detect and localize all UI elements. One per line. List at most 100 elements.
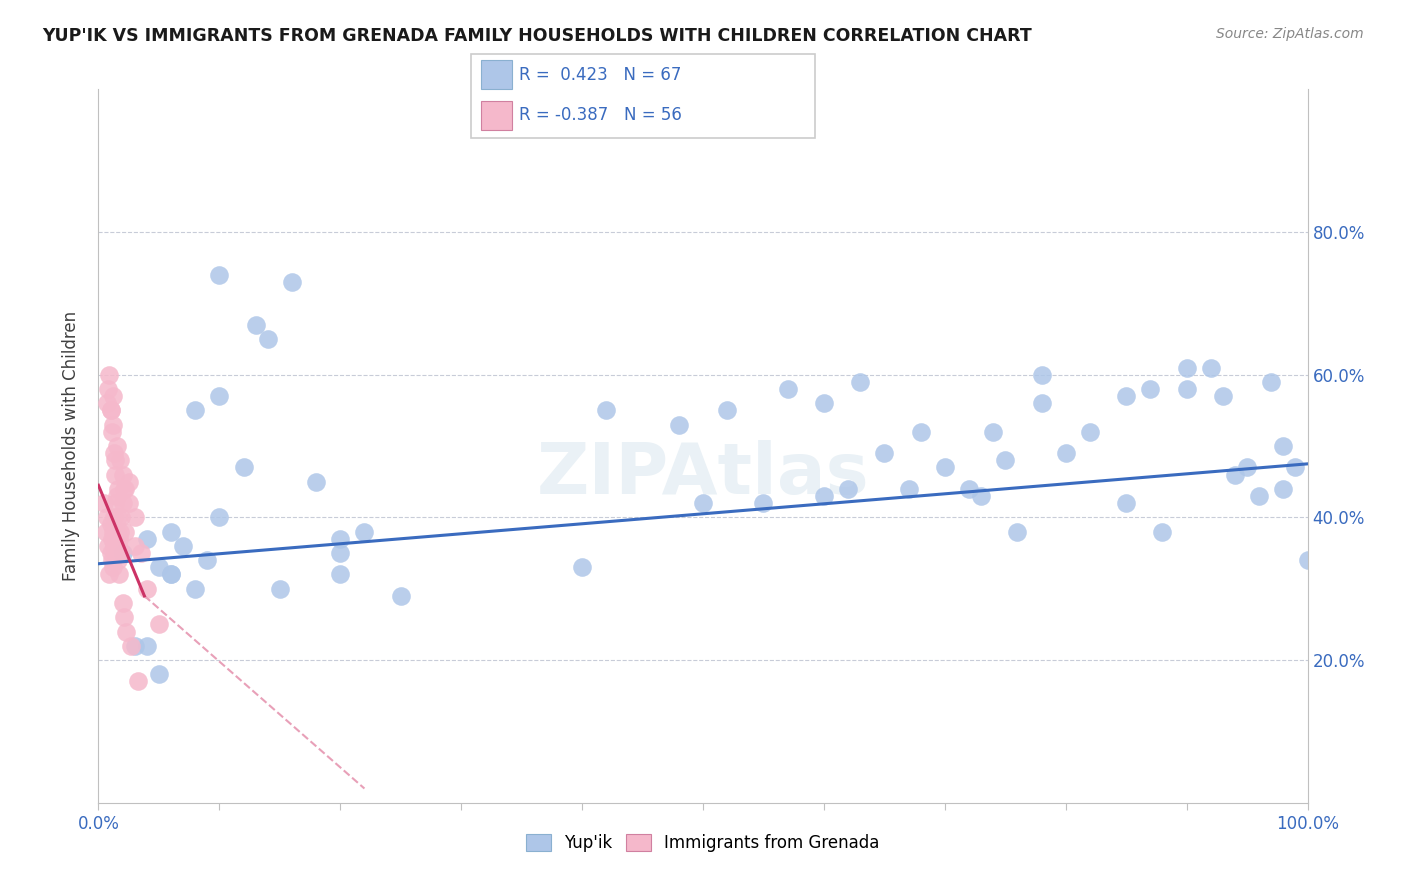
Point [100,553,122,567]
Point [994,453,1017,467]
Point [101,389,124,403]
Point [124,510,146,524]
Point [329,567,352,582]
Point [100,425,122,439]
Point [104,496,127,510]
Point [100,403,122,417]
Point [107,482,129,496]
Point [595,403,617,417]
Point [101,560,124,574]
Point [112,610,135,624]
Point [108,524,131,539]
Point [353,524,375,539]
Point [208,389,231,403]
Point [160,524,183,539]
Text: Source: ZipAtlas.com: Source: ZipAtlas.com [1216,27,1364,41]
Point [232,460,254,475]
Point [329,532,352,546]
Point [184,582,207,596]
Point [110,510,132,524]
Point [135,582,157,596]
Point [208,510,231,524]
Point [101,524,124,539]
Point [111,467,134,482]
Point [107,539,129,553]
Point [910,425,932,439]
Point [96,396,118,410]
Point [281,275,304,289]
Point [101,417,124,432]
Point [160,567,183,582]
Point [103,539,125,553]
Point [305,475,328,489]
Bar [481,61,512,89]
Point [148,617,170,632]
Point [118,496,141,510]
Point [107,553,129,567]
Point [1249,489,1271,503]
Point [108,532,131,546]
Point [103,446,125,460]
Point [172,539,194,553]
Point [148,560,170,574]
Point [1260,375,1282,389]
Point [105,439,128,453]
Point [104,546,127,560]
Point [104,467,127,482]
Point [107,510,129,524]
Point [124,639,146,653]
Point [1212,389,1234,403]
Point [329,546,352,560]
Point [1284,460,1306,475]
Point [269,582,291,596]
Point [776,382,799,396]
Point [100,403,122,417]
Point [108,546,131,560]
Point [114,482,136,496]
Point [897,482,920,496]
Point [148,667,170,681]
Bar [481,101,512,130]
Point [716,403,738,417]
Text: ZIPAtlas: ZIPAtlas [537,440,869,509]
Point [94,524,117,539]
Point [1199,360,1222,375]
Point [389,589,412,603]
Point [100,546,122,560]
Point [98,368,121,382]
Point [96,510,118,524]
Point [124,539,146,553]
Point [1139,382,1161,396]
Point [957,482,980,496]
Point [1054,446,1077,460]
Point [1007,524,1029,539]
Point [1236,460,1258,475]
Point [108,453,131,467]
Point [256,332,278,346]
Point [115,624,138,639]
Point [837,482,859,496]
Point [135,639,157,653]
Point [129,546,152,560]
Point [111,496,134,510]
Point [1175,382,1198,396]
Y-axis label: Family Households with Children: Family Households with Children [62,311,80,581]
Text: R =  0.423   N = 67: R = 0.423 N = 67 [519,66,682,84]
Point [100,532,122,546]
Point [1031,368,1053,382]
Point [1115,389,1137,403]
Point [934,460,956,475]
Point [108,567,131,582]
Point [1272,482,1295,496]
Point [1078,425,1101,439]
Text: YUP'IK VS IMMIGRANTS FROM GRENADA FAMILY HOUSEHOLDS WITH CHILDREN CORRELATION CH: YUP'IK VS IMMIGRANTS FROM GRENADA FAMILY… [42,27,1032,45]
FancyBboxPatch shape [471,54,815,138]
Legend: Yup'ik, Immigrants from Grenada: Yup'ik, Immigrants from Grenada [520,827,886,859]
Point [195,553,218,567]
Text: R = -0.387   N = 56: R = -0.387 N = 56 [519,106,682,124]
Point [111,596,134,610]
Point [105,489,128,503]
Point [1115,496,1137,510]
Point [571,560,593,574]
Point [97,539,120,553]
